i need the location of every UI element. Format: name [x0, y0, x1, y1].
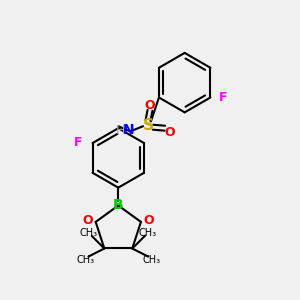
Text: F: F	[219, 91, 228, 104]
Text: H: H	[116, 124, 125, 137]
Text: CH₃: CH₃	[142, 255, 160, 265]
Text: S: S	[142, 118, 154, 133]
Text: O: O	[143, 214, 154, 227]
Text: N: N	[122, 123, 134, 137]
Text: O: O	[145, 99, 155, 112]
Text: B: B	[113, 199, 124, 212]
Text: CH₃: CH₃	[80, 228, 98, 238]
Text: CH₃: CH₃	[76, 255, 94, 265]
Text: F: F	[74, 136, 82, 148]
Text: CH₃: CH₃	[139, 228, 157, 238]
Text: O: O	[164, 126, 175, 139]
Text: O: O	[82, 214, 93, 227]
